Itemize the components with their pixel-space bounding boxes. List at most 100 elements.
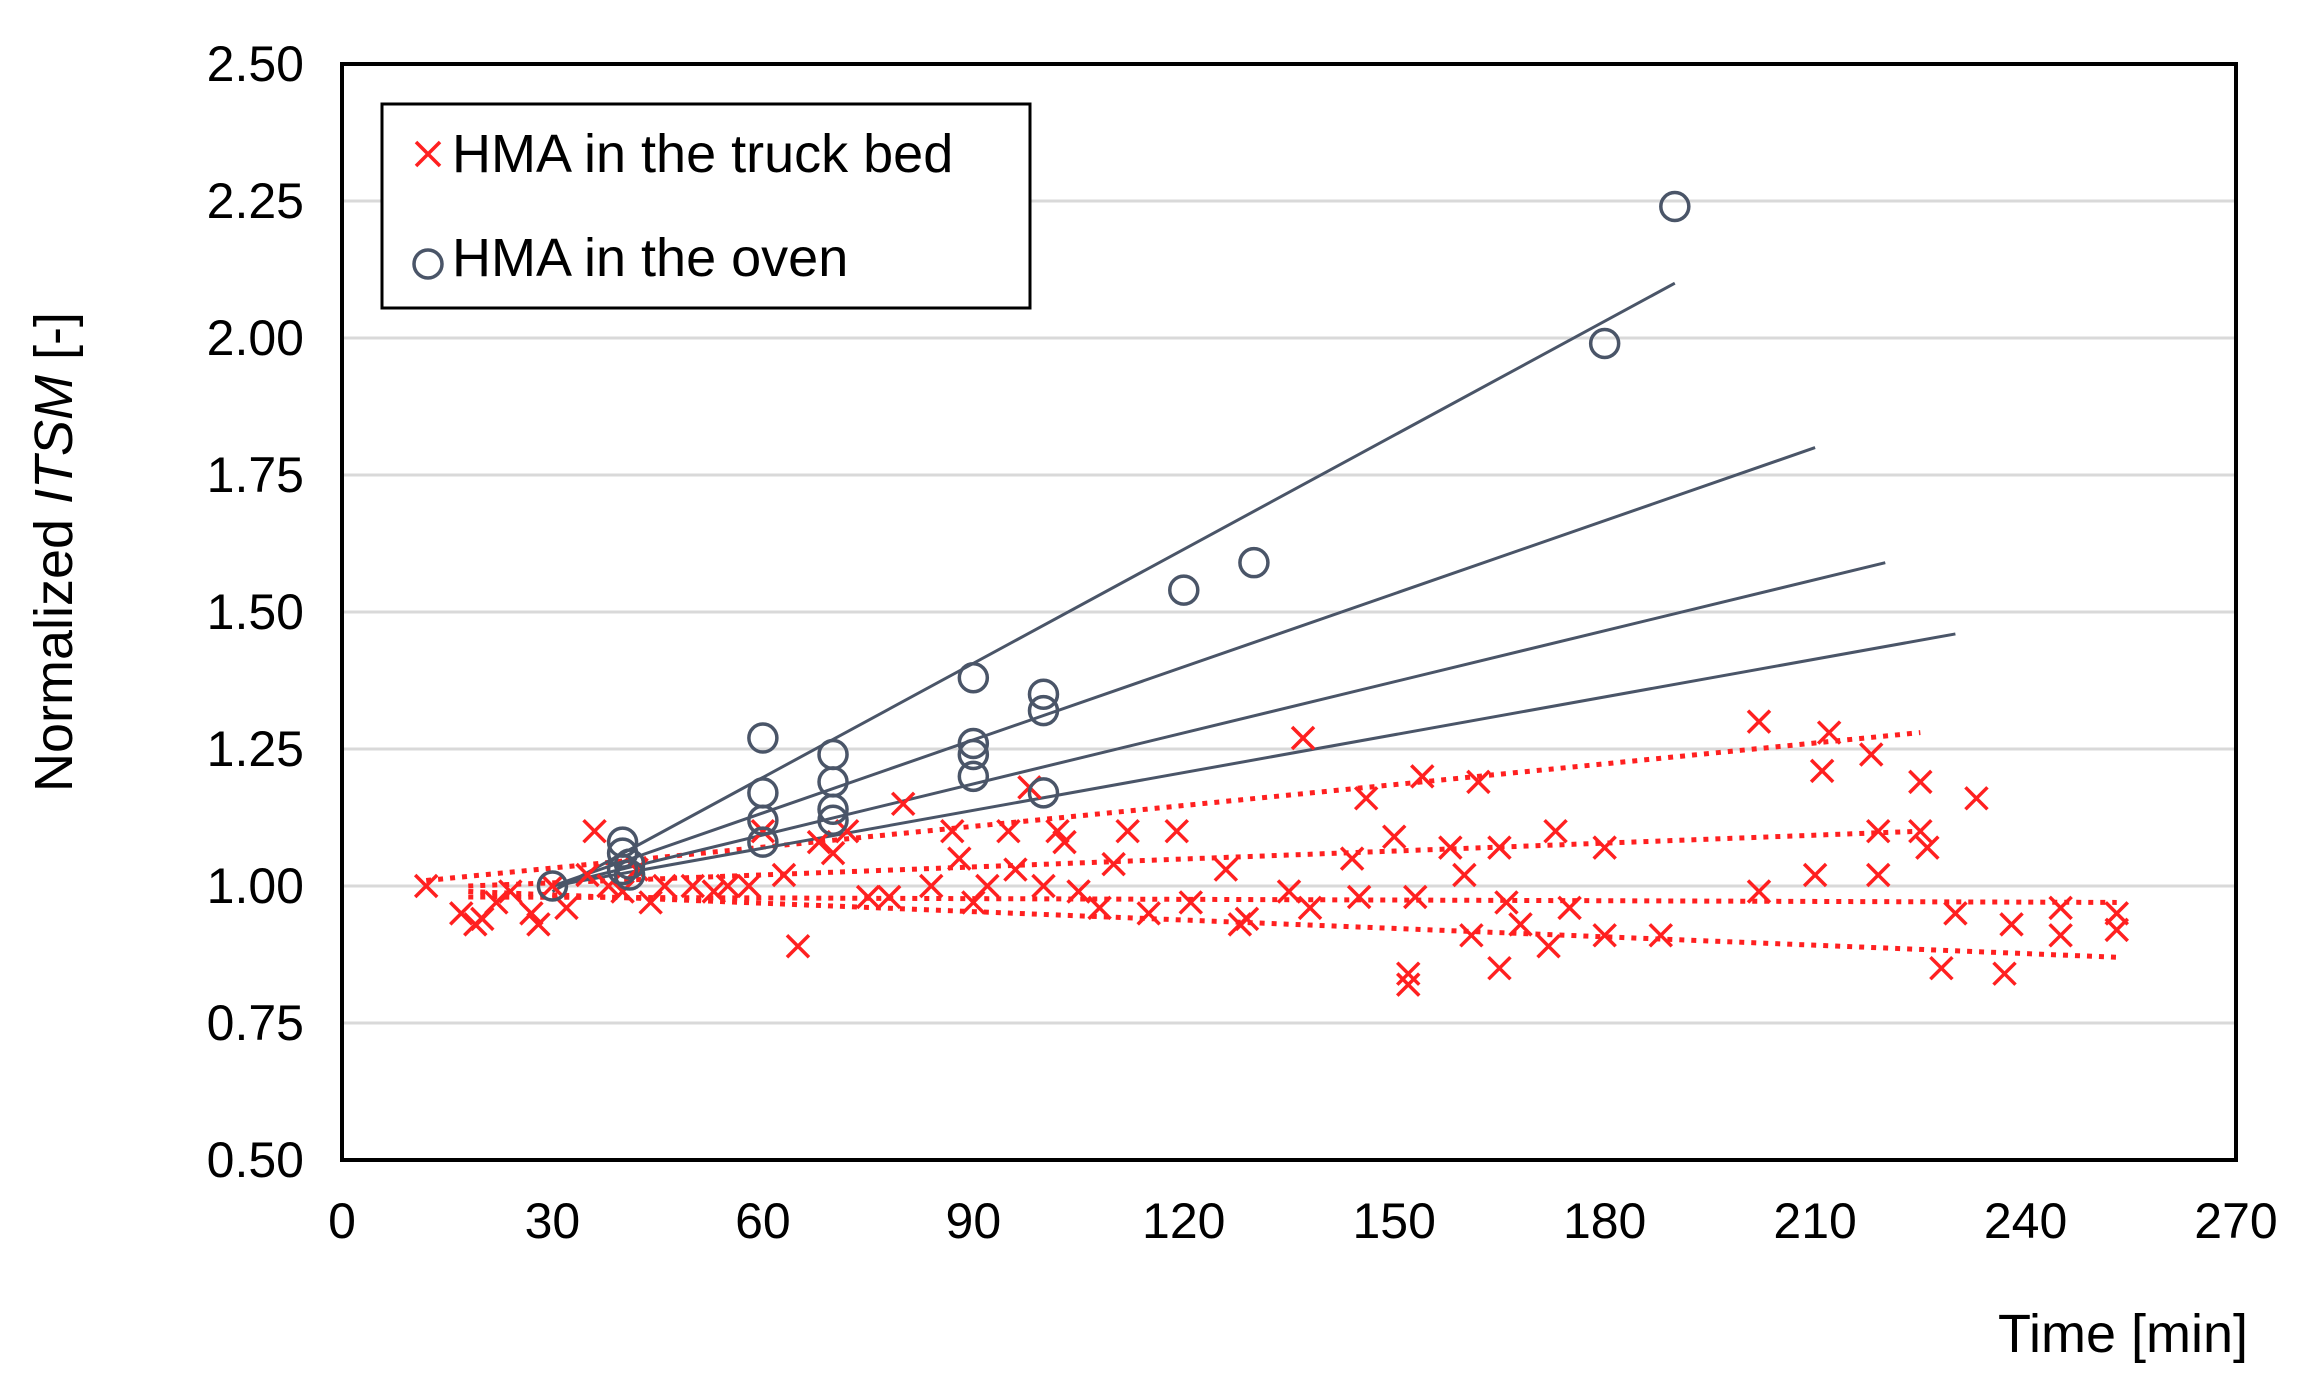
truck-bed-point (1339, 846, 1365, 871)
legend-box (380, 102, 1032, 310)
oven-trend-line (551, 281, 1676, 893)
truck-bed-trend-line (425, 730, 1921, 884)
truck-bed-point (1746, 879, 1772, 904)
y-tick-label: 1.75 (207, 447, 304, 503)
truck-bed-point (1809, 758, 1835, 784)
x-tick-label: 120 (1142, 1193, 1225, 1249)
y-axis-label-italic: ITSM (24, 375, 84, 504)
truck-bed-point (1276, 879, 1302, 904)
truck-bed-point (1536, 934, 1561, 959)
truck-bed-point (1346, 884, 1372, 910)
truck-bed-point (1213, 857, 1239, 882)
truck-bed-point (1802, 862, 1828, 888)
x-tick-label: 210 (1773, 1193, 1856, 1249)
truck-bed-point (750, 818, 776, 844)
truck-bed-point (582, 818, 607, 844)
truck-bed-point (2104, 917, 2129, 943)
truck-bed-point (919, 873, 944, 899)
truck-bed-point (996, 818, 1021, 844)
oven-trend-line (552, 632, 1956, 888)
oven-point (747, 777, 779, 809)
truck-bed-point (1592, 835, 1617, 860)
truck-bed-point (610, 879, 635, 904)
truck-bed-point (771, 862, 797, 888)
truck-bed-point (1087, 895, 1112, 921)
truck-bed-points (413, 709, 2129, 997)
x-tick-label: 150 (1353, 1193, 1436, 1249)
y-tick-label: 1.50 (207, 584, 304, 640)
truck-bed-point (554, 895, 579, 921)
truck-bed-point (1052, 829, 1077, 855)
truck-bed-point (1234, 906, 1260, 932)
legend-x-marker-icon (414, 140, 442, 168)
truck-bed-trend-lines (425, 730, 2117, 960)
truck-bed-point (1866, 818, 1891, 844)
truck-bed-point (890, 791, 916, 817)
truck-bed-point (1045, 818, 1070, 844)
truck-bed-point (1487, 835, 1512, 860)
truck-bed-point (1915, 835, 1940, 860)
oven-point (817, 793, 849, 826)
truck-bed-point (2048, 895, 2073, 921)
oven-point (1027, 694, 1060, 727)
y-tick-label: 2.00 (207, 310, 304, 366)
truck-bed-point (1031, 873, 1056, 899)
x-tick-label: 90 (946, 1193, 1002, 1249)
truck-bed-point (1459, 923, 1484, 948)
oven-point (1238, 546, 1270, 579)
y-tick-label: 1.00 (207, 858, 304, 914)
truck-bed-point (1943, 901, 1968, 926)
legend-x-marker (414, 140, 442, 168)
truck-bed-point (1816, 720, 1842, 745)
oven-point (817, 766, 849, 798)
oven-point (957, 760, 990, 793)
oven-point (606, 826, 639, 858)
truck-bed-point (940, 818, 965, 844)
oven-trend-line (551, 446, 1816, 888)
plot-frame (340, 62, 2238, 1162)
x-tick-label: 0 (328, 1193, 356, 1249)
truck-bed-trend-line (468, 888, 2117, 960)
truck-bed-point (1396, 961, 1421, 986)
oven-point (1168, 574, 1200, 606)
oven-point (747, 826, 779, 858)
truck-bed-point (1508, 912, 1533, 937)
truck-bed-trend-line (468, 894, 2117, 905)
truck-bed-point (1403, 884, 1428, 910)
truck-bed-point (413, 873, 439, 899)
truck-bed-point (1466, 769, 1491, 795)
truck-bed-point (855, 884, 881, 910)
truck-bed-point (1115, 818, 1140, 844)
truck-bed-point (575, 862, 600, 888)
truck-bed-point (834, 818, 860, 844)
truck-bed-point (1003, 857, 1028, 882)
truck-bed-point (1866, 862, 1891, 888)
y-tick-label: 0.75 (207, 995, 304, 1051)
y-axis-label-prefix: Normalized (24, 504, 84, 792)
legend: HMA in the truck bed HMA in the oven (380, 102, 1032, 310)
truck-bed-point (1592, 923, 1617, 948)
x-tick-label: 60 (735, 1193, 791, 1249)
truck-bed-point (876, 884, 902, 910)
truck-bed-point (1410, 764, 1435, 789)
truck-bed-point (1648, 923, 1674, 948)
y-axis-label-suffix: [-] (24, 312, 84, 375)
truck-bed-point (1964, 786, 1989, 811)
truck-bed-point (1136, 901, 1161, 926)
truck-bed-point (975, 873, 1000, 899)
truck-bed-point (1858, 742, 1884, 767)
x-tick-labels: 0 30 60 90 120 150 180 210 240 270 (328, 1193, 2278, 1249)
oven-points (536, 190, 1691, 902)
x-axis-label: Time [min] (1998, 1304, 2248, 1364)
truck-bed-point (498, 879, 523, 904)
y-axis-label: Normalized ITSM [-] (24, 312, 84, 792)
truck-bed-point (1543, 818, 1568, 844)
truck-bed-point (1929, 955, 1954, 981)
truck-bed-point (526, 912, 551, 937)
oven-point (817, 804, 849, 836)
truck-bed-point (652, 873, 677, 899)
truck-bed-point (1297, 895, 1323, 921)
truck-bed-point (1487, 955, 1512, 981)
x-tick-label: 180 (1563, 1193, 1646, 1249)
truck-bed-point (1438, 835, 1463, 860)
